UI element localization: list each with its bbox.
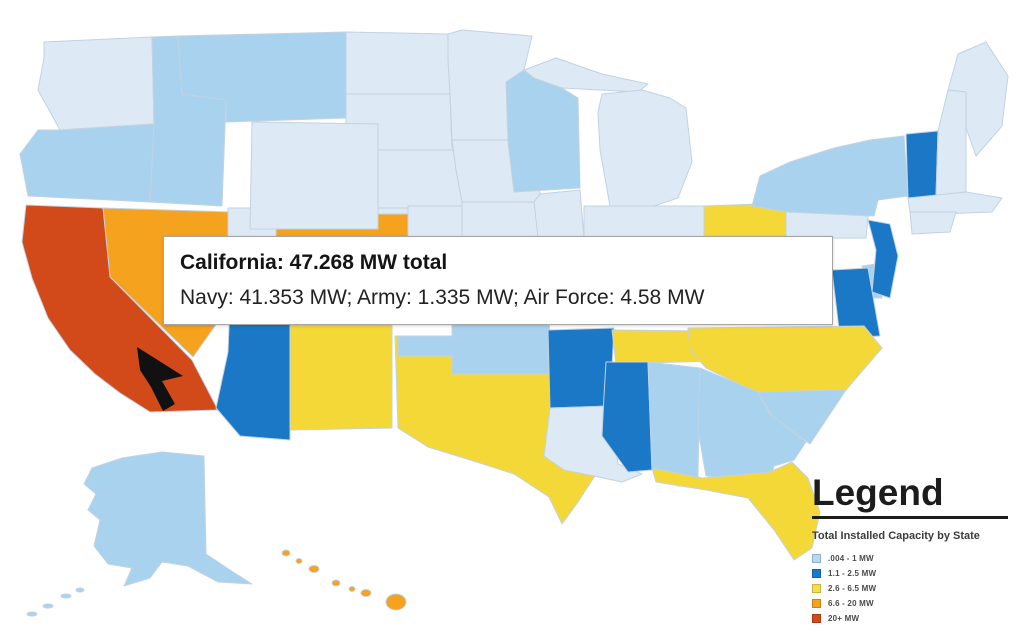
legend-swatch [812,598,821,608]
legend-item-label: .004 - 1 MW [828,553,874,563]
state-tooltip: California: 47.268 MW total Navy: 41.353… [163,236,833,325]
state-wy[interactable] [249,121,379,230]
state-ca[interactable] [21,204,219,413]
state-in[interactable] [583,205,705,239]
state-hi[interactable] [281,549,407,611]
legend-item: 20+ MW [812,613,1012,623]
state-mi-lower[interactable] [597,89,693,211]
legend-item-label: 1.1 - 2.5 MW [828,568,877,578]
state-sc[interactable] [757,389,847,445]
state-nj[interactable] [867,219,899,299]
tooltip-detail: Navy: 41.353 MW; Army: 1.335 MW; Air For… [180,286,705,309]
state-nh[interactable] [935,89,967,197]
tooltip-title: California: 47.268 MW total [180,251,448,274]
legend-item: 2.6 - 6.5 MW [812,583,1012,593]
legend-title: Legend [812,472,944,513]
legend-item-label: 20+ MW [828,613,860,623]
state-wa[interactable] [37,36,155,131]
legend-subtitle: Total Installed Capacity by State [812,530,980,542]
map-legend: Legend Total Installed Capacity by State… [812,474,1012,628]
legend-item: 6.6 - 20 MW [812,598,1012,608]
state-il[interactable] [533,189,585,239]
state-ct-ri[interactable] [909,211,957,235]
legend-item-label: 2.6 - 6.5 MW [828,583,877,593]
state-ne[interactable] [377,149,467,209]
state-ak[interactable] [26,451,253,617]
legend-swatch [812,553,821,563]
legend-swatch [812,568,821,578]
legend-swatch [812,583,821,593]
legend-items: .004 - 1 MW 1.1 - 2.5 MW 2.6 - 6.5 MW 6.6 -… [812,553,1012,623]
state-nd[interactable] [345,31,451,95]
legend-item: .004 - 1 MW [812,553,1012,563]
state-or[interactable] [19,123,155,203]
cursor-arrow-icon [137,347,183,411]
state-fl[interactable] [651,461,821,561]
legend-item: 1.1 - 2.5 MW [812,568,1012,578]
state-md[interactable] [831,267,881,339]
state-me[interactable] [947,41,1009,157]
state-al[interactable] [647,361,703,487]
state-vt[interactable] [905,130,939,199]
legend-title-underline [812,516,1008,519]
state-ny[interactable] [751,135,909,217]
legend-swatch [812,613,821,623]
legend-item-label: 6.6 - 20 MW [828,598,874,608]
